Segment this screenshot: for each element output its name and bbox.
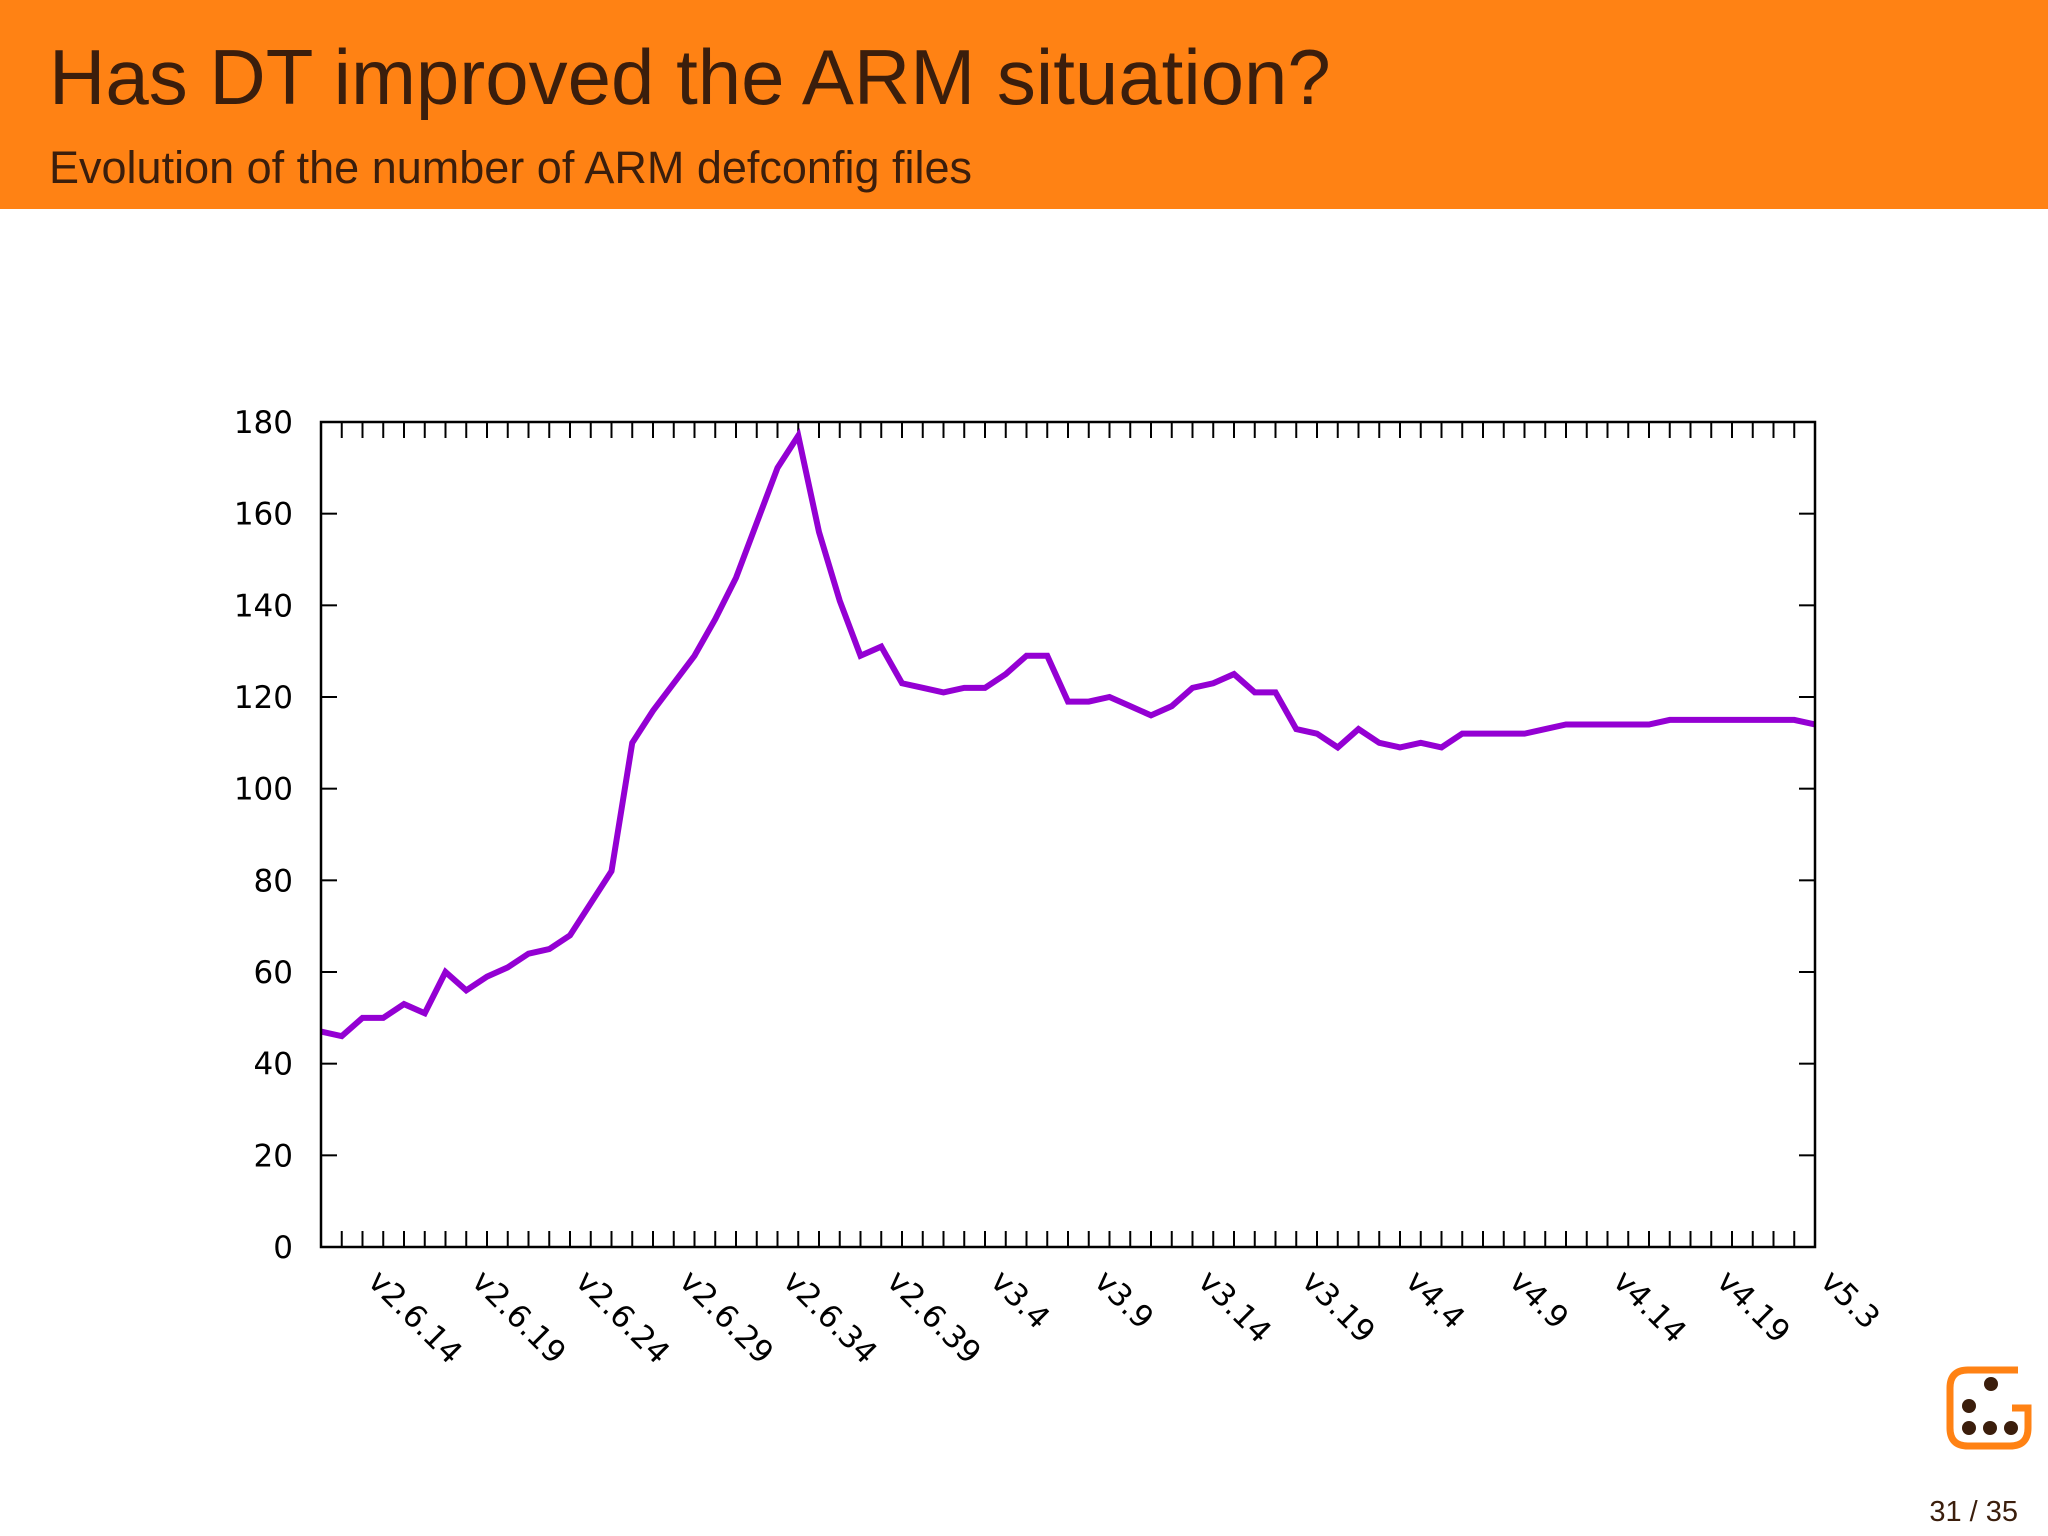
x-tick-label: v4.14: [1606, 1263, 1693, 1350]
logo-frame: [1946, 1366, 2032, 1450]
page-number: 31 / 35: [1929, 1496, 2018, 1528]
y-tick-label: 160: [234, 497, 293, 533]
x-tick-label: v4.19: [1710, 1263, 1797, 1350]
logo-dot: [1983, 1421, 1997, 1435]
x-tick-label: v2.6.39: [880, 1263, 988, 1371]
slide-title: Has DT improved the ARM situation?: [49, 33, 1331, 121]
y-tick-label: 0: [273, 1230, 293, 1266]
x-tick-label: v3.14: [1191, 1263, 1278, 1350]
y-tick-label: 140: [234, 588, 293, 624]
x-tick-label: v2.6.29: [672, 1263, 780, 1371]
x-tick-label: v2.6.24: [568, 1263, 676, 1371]
plot-frame: [319, 420, 1817, 1249]
slide-subtitle: Evolution of the number of ARM defconfig…: [49, 142, 972, 193]
logo-dot: [1984, 1377, 1998, 1391]
x-tick-label: v2.6.34: [776, 1263, 884, 1371]
header-bar: [0, 0, 2048, 209]
y-tick-label: 180: [234, 405, 293, 441]
y-tick-label: 40: [254, 1047, 293, 1083]
logo-dot: [1962, 1421, 1976, 1435]
x-tick-label: v4.4: [1398, 1263, 1471, 1336]
x-tick-label: v3.4: [983, 1263, 1056, 1336]
logo-dot: [2004, 1421, 2018, 1435]
logo-dot: [1962, 1399, 1976, 1413]
y-tick-label: 80: [254, 863, 293, 899]
x-tick-label: v3.9: [1087, 1263, 1160, 1336]
x-tick-label: v2.6.19: [465, 1263, 573, 1371]
x-tick-label: v3.19: [1295, 1263, 1382, 1350]
x-tick-label: v4.9: [1502, 1263, 1575, 1336]
y-tick-label: 100: [234, 772, 293, 808]
y-tick-label: 20: [254, 1138, 293, 1174]
x-tick-label: v2.6.14: [361, 1263, 469, 1371]
logo: [1946, 1366, 2032, 1450]
y-tick-label: 60: [254, 955, 293, 991]
data-line: [321, 428, 1815, 1040]
y-tick-label: 120: [234, 680, 293, 716]
x-tick-label: v5.3: [1813, 1263, 1886, 1336]
